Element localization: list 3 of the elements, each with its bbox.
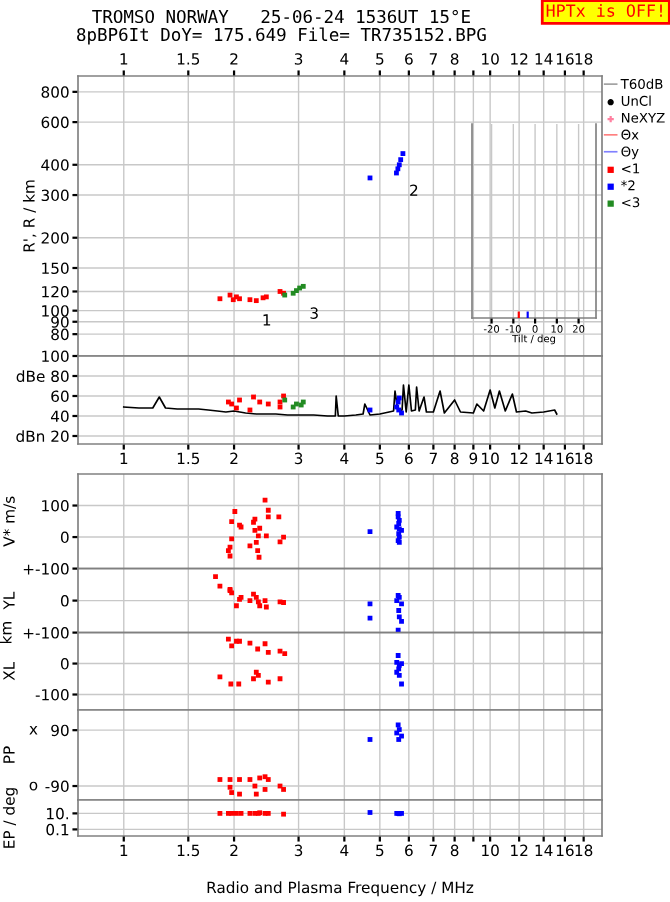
text: HPTx is OFF! xyxy=(546,3,662,17)
chart-title: TROMSO NORWAY 25-06-24 1536UT 15°E xyxy=(92,9,470,24)
chart-subtitle: 8pBP6It DoY= 175.649 File= TR735152.BPG xyxy=(77,27,486,45)
